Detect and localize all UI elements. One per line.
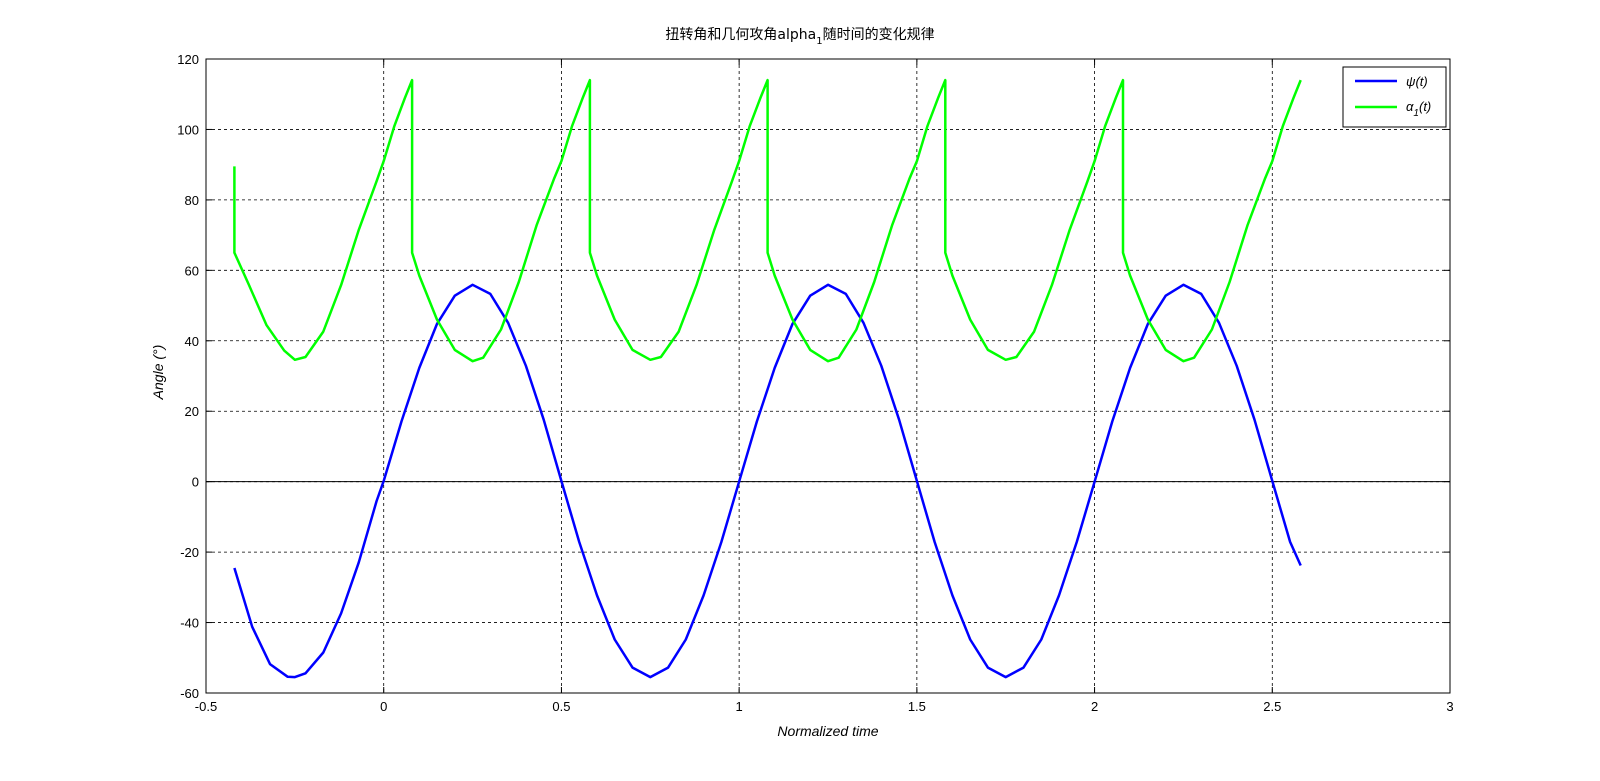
y-tick-label: 40 <box>185 334 199 349</box>
psi-series-line <box>233 283 1302 679</box>
x-tick-label: 1.5 <box>908 699 926 714</box>
y-axis-label: Angle (°) <box>150 345 166 401</box>
y-tick-label: -20 <box>180 545 199 560</box>
series-layer <box>233 78 1302 679</box>
y-tick-label: 80 <box>185 193 199 208</box>
x-tick-label: 0 <box>380 699 387 714</box>
y-tick-label: 120 <box>177 52 199 67</box>
x-tick-label: 3 <box>1446 699 1453 714</box>
ticks: -0.5 0 0.5 1 1.5 2 2.5 3 -60 -40 -20 0 20 40 60 80 100 12… <box>177 52 1453 714</box>
plot-frame <box>205 58 1451 694</box>
x-tick-label: -0.5 <box>195 699 217 714</box>
alpha1-series-line <box>233 78 1302 363</box>
legend-label-alpha: α1(t) <box>1406 99 1431 119</box>
legend-label-psi: ψ(t) <box>1406 74 1428 89</box>
legend: ψ(t) α1(t) <box>1342 66 1447 128</box>
y-tick-label: 60 <box>185 263 199 278</box>
legend-box <box>1342 66 1447 128</box>
y-tick-label: -60 <box>180 686 199 701</box>
plot-area <box>205 58 1451 694</box>
chart-title: 扭转角和几何攻角alpha1随时间的变化规律 <box>665 27 934 47</box>
y-tick-label: 0 <box>192 475 199 490</box>
x-tick-label: 2 <box>1091 699 1098 714</box>
x-tick-label: 2.5 <box>1263 699 1281 714</box>
grid <box>206 59 1450 693</box>
x-axis-label: Normalized time <box>777 723 878 739</box>
y-tick-label: -40 <box>180 616 199 631</box>
y-tick-label: 100 <box>177 122 199 137</box>
x-tick-label: 0.5 <box>552 699 570 714</box>
x-tick-label: 1 <box>736 699 743 714</box>
y-tick-label: 20 <box>185 404 199 419</box>
